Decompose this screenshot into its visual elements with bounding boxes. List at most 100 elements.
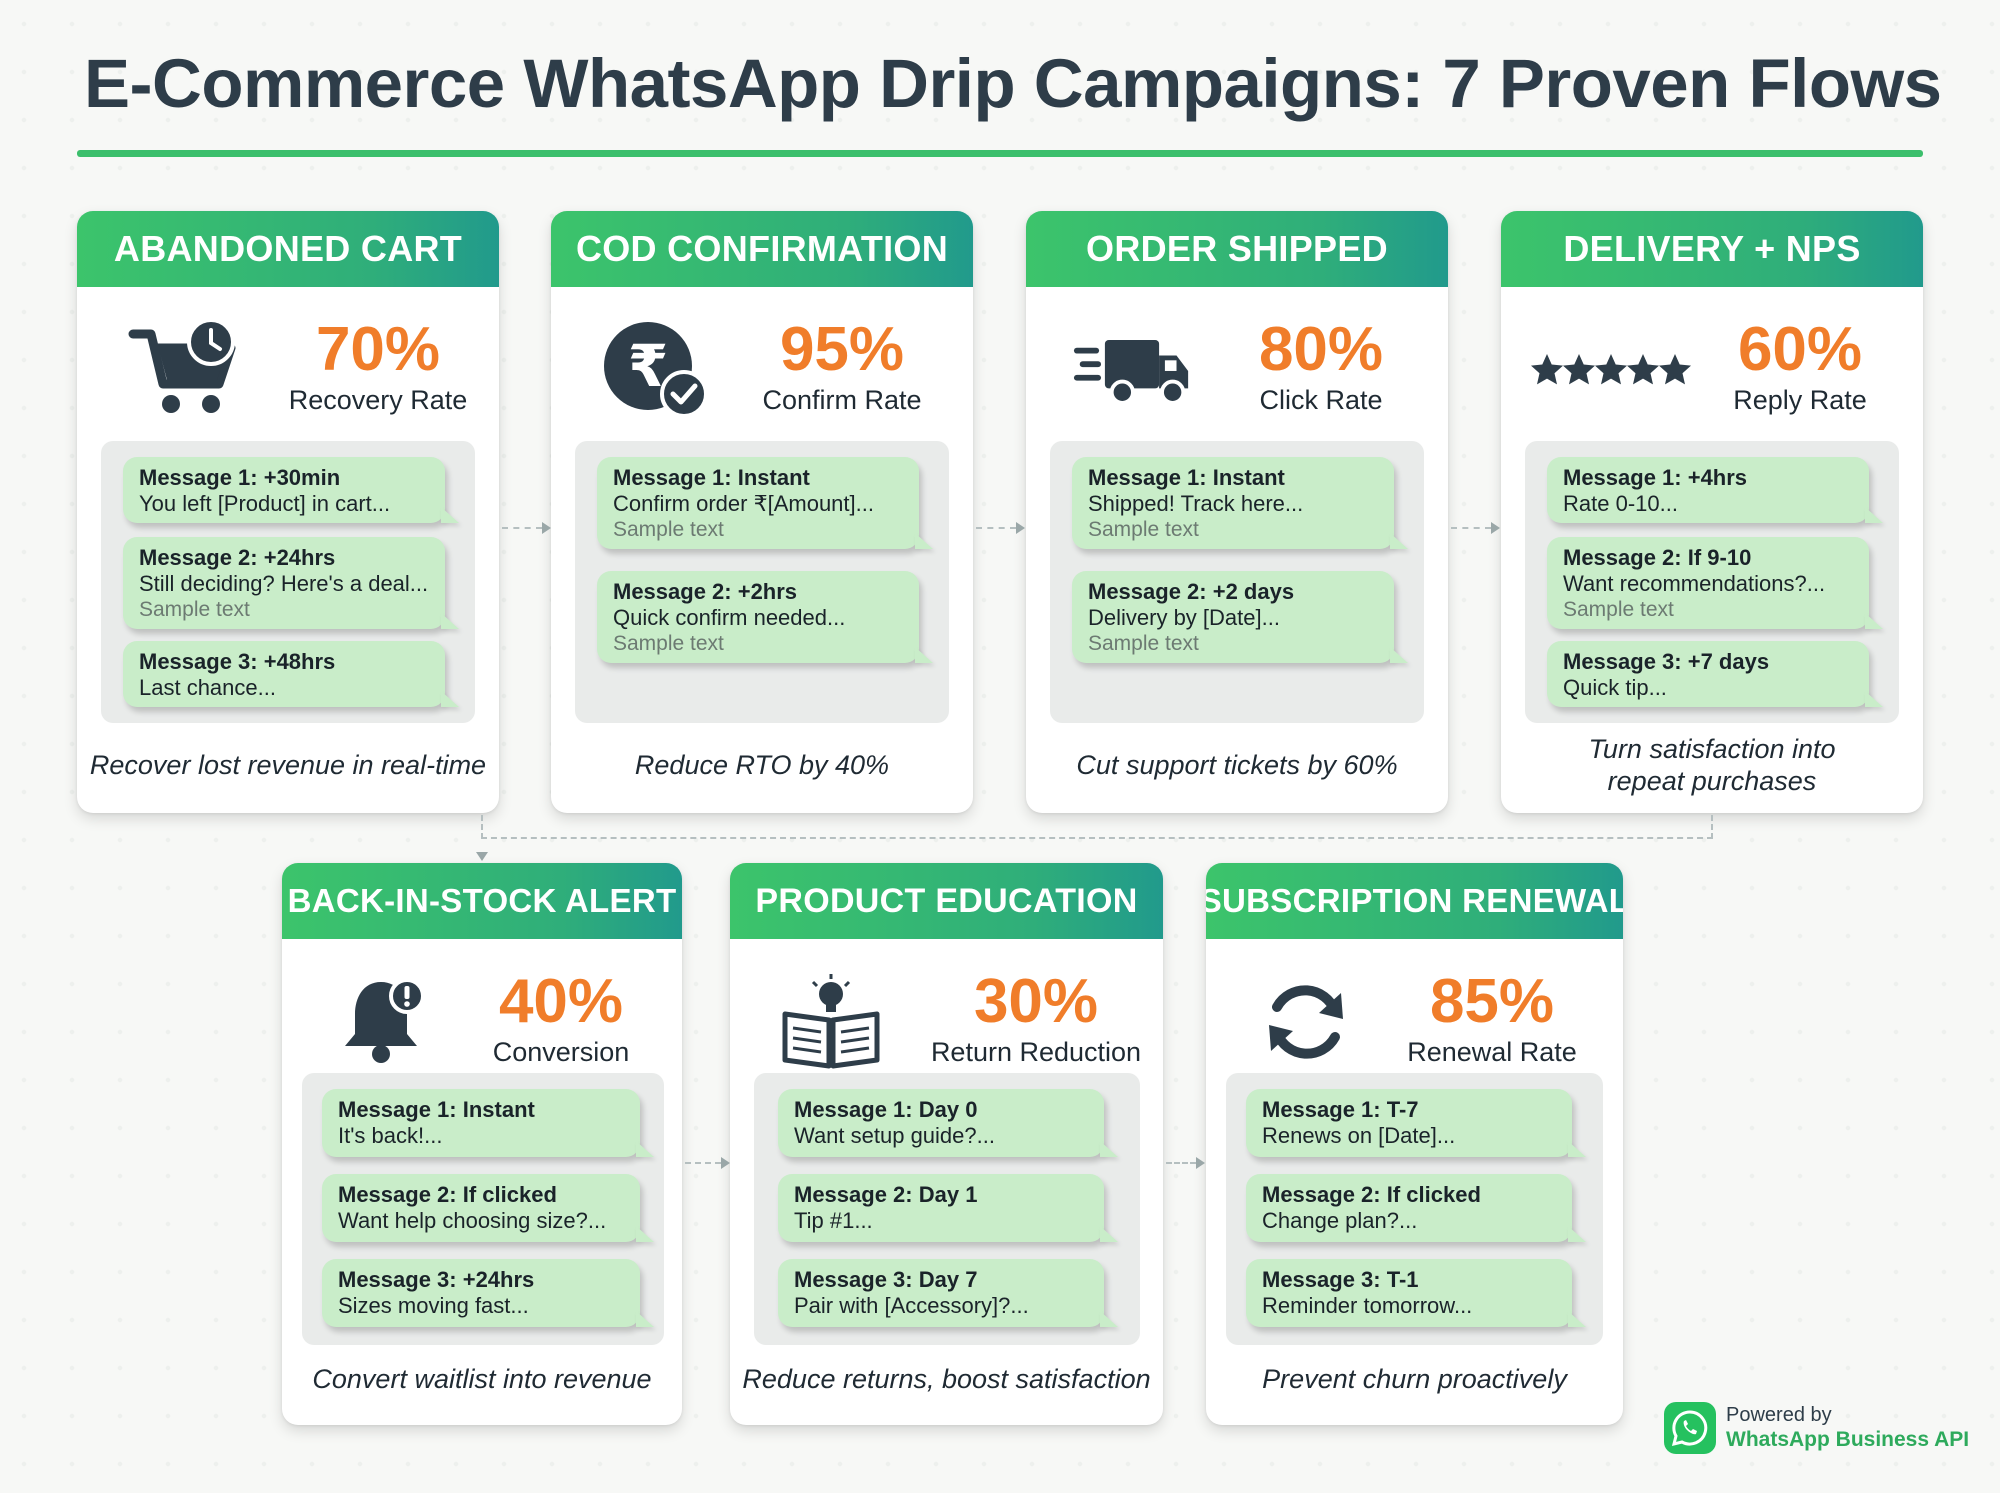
message-title: Message 1: +30min: [139, 465, 341, 490]
rupee-check-icon: ₹: [597, 315, 717, 425]
stat-block: 30% Return Reduction: [926, 969, 1146, 1069]
message-bubble: Message 2: If clicked Change plan?...: [1246, 1174, 1572, 1242]
stat-label: Recovery Rate: [288, 385, 468, 415]
message-title: Message 3: +7 days: [1563, 649, 1770, 674]
flow-connector: [685, 1162, 721, 1164]
message-bubble: Message 3: T-1 Reminder tomorrow...: [1246, 1259, 1572, 1327]
message-panel: Message 1: +4hrs Rate 0-10... Message 2:…: [1525, 441, 1899, 723]
flow-connector: [976, 527, 1016, 529]
flow-card-order-shipped: ORDER SHIPPED 80% Click Rate Message 1: …: [1026, 211, 1448, 813]
flow-arrow: [542, 522, 551, 534]
message-bubble: Message 1: +30min You left [Product] in …: [123, 457, 445, 523]
message-panel: Message 1: Instant It's back!... Message…: [302, 1073, 664, 1345]
message-bubble: Message 1: Instant It's back!...: [322, 1089, 640, 1157]
stat-label: Conversion: [492, 1037, 630, 1067]
flow-caption-line: Turn satisfaction into: [1588, 734, 1836, 764]
message-bubble: Message 1: +4hrs Rate 0-10...: [1547, 457, 1869, 523]
message-bubble: Message 3: +24hrs Sizes moving fast...: [322, 1259, 640, 1327]
flow-connector: [502, 527, 542, 529]
message-title: Message 1: Day 0: [794, 1097, 978, 1122]
message-body: Pair with [Accessory]?...: [794, 1293, 1029, 1318]
message-sample: Sample text: [139, 598, 250, 621]
flow-card-product-education: PRODUCT EDUCATION: [730, 863, 1163, 1425]
message-sample: Sample text: [1088, 632, 1199, 655]
flow-arrow: [1196, 1157, 1205, 1169]
message-title: Message 3: +48hrs: [139, 649, 336, 674]
message-body: Shipped! Track here...: [1088, 491, 1304, 516]
message-body: Delivery by [Date]...: [1088, 605, 1280, 630]
flow-card-header: SUBSCRIPTION RENEWAL: [1206, 863, 1623, 939]
message-sample: Sample text: [1563, 598, 1674, 621]
message-body: Tip #1...: [794, 1208, 873, 1233]
flow-caption: Cut support tickets by 60%: [1076, 750, 1398, 780]
message-title: Message 3: +24hrs: [338, 1267, 535, 1292]
stat-block: 85% Renewal Rate: [1392, 969, 1592, 1069]
flow-caption: Reduce RTO by 40%: [634, 750, 890, 780]
message-bubble: Message 1: Instant Confirm order ₹[Amoun…: [597, 457, 919, 549]
message-title: Message 2: Day 1: [794, 1182, 978, 1207]
message-body: You left [Product] in cart...: [139, 491, 391, 516]
message-panel: Message 1: Instant Confirm order ₹[Amoun…: [575, 441, 949, 723]
message-body: Still deciding? Here's a deal...: [139, 571, 429, 596]
stat-value: 70%: [315, 315, 441, 384]
stat-value: 60%: [1737, 315, 1863, 384]
flow-card-header: BACK-IN-STOCK ALERT: [282, 863, 682, 939]
message-bubble: Message 1: T-7 Renews on [Date]...: [1246, 1089, 1572, 1157]
stat-value: 30%: [973, 967, 1099, 1036]
message-title: Message 2: If clicked: [338, 1182, 557, 1207]
stat-value: 80%: [1258, 315, 1384, 384]
flow-caption: Recover lost revenue in real-time: [89, 750, 487, 780]
stat-label: Click Rate: [1259, 385, 1383, 415]
message-body: Change plan?...: [1262, 1208, 1418, 1233]
flow-arrow: [1016, 522, 1025, 534]
whatsapp-logo-icon: [1664, 1402, 1716, 1454]
message-sample: Sample text: [613, 632, 724, 655]
message-sample: Sample text: [1088, 518, 1199, 541]
message-title: Message 2: +24hrs: [139, 545, 336, 570]
flow-caption-line: repeat purchases: [1607, 766, 1817, 796]
powered-by-footer: Powered by WhatsApp Business API: [1664, 1402, 1969, 1454]
powered-by-label: Powered by: [1726, 1404, 1832, 1426]
stat-label: Renewal Rate: [1407, 1037, 1577, 1067]
message-title: Message 1: +4hrs: [1563, 465, 1748, 490]
message-title: Message 3: Day 7: [794, 1267, 978, 1292]
flow-card-delivery-nps: DELIVERY + NPS 60% Reply Rate Message 1:…: [1501, 211, 1923, 813]
message-title: Message 1: T-7: [1262, 1097, 1419, 1122]
flow-caption: Reduce returns, boost satisfaction: [742, 1364, 1151, 1394]
message-body: Renews on [Date]...: [1262, 1123, 1456, 1148]
message-panel: Message 1: +30min You left [Product] in …: [101, 441, 475, 723]
stat-block: 40% Conversion: [466, 969, 656, 1069]
message-bubble: Message 3: Day 7 Pair with [Accessory]?.…: [778, 1259, 1104, 1327]
message-body: Quick confirm needed...: [613, 605, 846, 630]
flow-card-header: ABANDONED CART: [77, 211, 499, 287]
message-title: Message 2: +2 days: [1088, 579, 1295, 604]
message-bubble: Message 2: +24hrs Still deciding? Here's…: [123, 537, 445, 629]
flow-card-back-in-stock: BACK-IN-STOCK ALERT 40% Conversion Messa…: [282, 863, 682, 1425]
flow-arrow: [476, 852, 488, 861]
row-transition-connector: [481, 815, 1713, 839]
stat-label: Return Reduction: [930, 1037, 1142, 1067]
message-body: Want recommendations?...: [1563, 571, 1826, 596]
flow-connector: [1166, 1162, 1196, 1164]
shopping-cart-clock-icon: [125, 315, 245, 425]
flow-connector: [1451, 527, 1491, 529]
title-underline: [77, 150, 1923, 157]
stat-block: 80% Click Rate: [1226, 317, 1416, 417]
message-title: Message 3: T-1: [1262, 1267, 1419, 1292]
bell-alert-icon: [326, 967, 446, 1077]
message-body: Want help choosing size?...: [338, 1208, 607, 1233]
message-bubble: Message 2: +2 days Delivery by [Date]...…: [1072, 571, 1394, 663]
stat-value: 85%: [1429, 967, 1555, 1036]
message-bubble: Message 3: +48hrs Last chance...: [123, 641, 445, 707]
flow-card-header: ORDER SHIPPED: [1026, 211, 1448, 287]
five-stars-icon: [1531, 315, 1691, 425]
product-name: WhatsApp Business API: [1726, 1428, 1970, 1451]
stat-block: 70% Recovery Rate: [283, 317, 473, 417]
message-title: Message 1: Instant: [613, 465, 810, 490]
message-body: It's back!...: [338, 1123, 443, 1148]
flow-card-subscription-renewal: SUBSCRIPTION RENEWAL 85% Renewal Rate Me…: [1206, 863, 1623, 1425]
message-body: Rate 0-10...: [1563, 491, 1678, 516]
message-bubble: Message 1: Day 0 Want setup guide?...: [778, 1089, 1104, 1157]
flow-card-header: COD CONFIRMATION: [551, 211, 973, 287]
message-panel: Message 1: Instant Shipped! Track here..…: [1050, 441, 1424, 723]
